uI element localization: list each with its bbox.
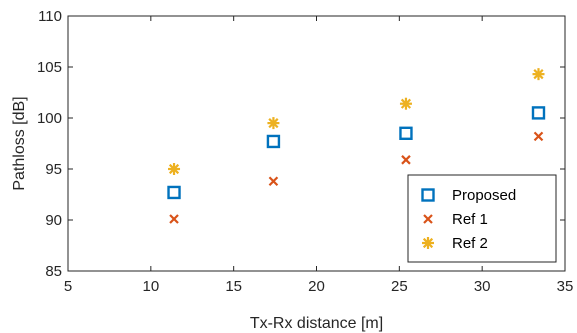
y-axis-label: Pathloss [dB] xyxy=(11,96,28,190)
legend-label: Proposed xyxy=(452,187,516,204)
data-point-ref-1 xyxy=(169,214,179,224)
y-tick-labels: 85 90 95 100 105 110 xyxy=(37,8,62,280)
y-tick-label: 95 xyxy=(45,161,62,178)
data-point-ref-2 xyxy=(532,68,545,81)
y-tick-label: 110 xyxy=(38,8,62,25)
legend-label: Ref 1 xyxy=(452,211,488,228)
x-axis-label: Tx-Rx distance [m] xyxy=(250,315,383,332)
y-tick-label: 105 xyxy=(37,59,62,76)
legend-label: Ref 2 xyxy=(452,235,488,252)
data-point-proposed xyxy=(399,126,413,141)
x-tick-label: 35 xyxy=(557,278,574,295)
data-point-proposed xyxy=(266,134,281,149)
x-tick-label: 20 xyxy=(308,278,325,295)
data-point-ref-2 xyxy=(168,163,181,175)
y-tick-label: 90 xyxy=(45,212,62,229)
x-tick-label: 5 xyxy=(64,278,72,295)
legend-marker-ref-1 xyxy=(423,214,433,224)
data-point-proposed xyxy=(167,185,181,200)
x-tick-labels: 5 10 15 20 25 30 35 xyxy=(64,278,574,295)
y-tick-label: 85 xyxy=(45,263,62,280)
x-tick-label: 30 xyxy=(474,278,491,295)
data-point-ref-1 xyxy=(268,176,279,187)
x-tick-label: 25 xyxy=(391,278,408,295)
y-tick-label: 100 xyxy=(37,110,62,127)
data-point-proposed xyxy=(531,106,546,120)
legend-marker-proposed xyxy=(421,188,435,202)
x-tick-label: 15 xyxy=(225,278,242,295)
data-point-ref-2 xyxy=(267,117,280,130)
data-point-ref-1 xyxy=(533,131,544,142)
data-markers xyxy=(167,68,546,224)
data-point-ref-1 xyxy=(401,155,411,165)
legend-marker-ref-2 xyxy=(422,237,434,249)
x-tick-label: 10 xyxy=(142,278,159,295)
legend: Proposed Ref 1 Ref 2 xyxy=(407,174,557,263)
axis-ticks xyxy=(67,15,566,272)
data-point-ref-2 xyxy=(399,97,412,110)
